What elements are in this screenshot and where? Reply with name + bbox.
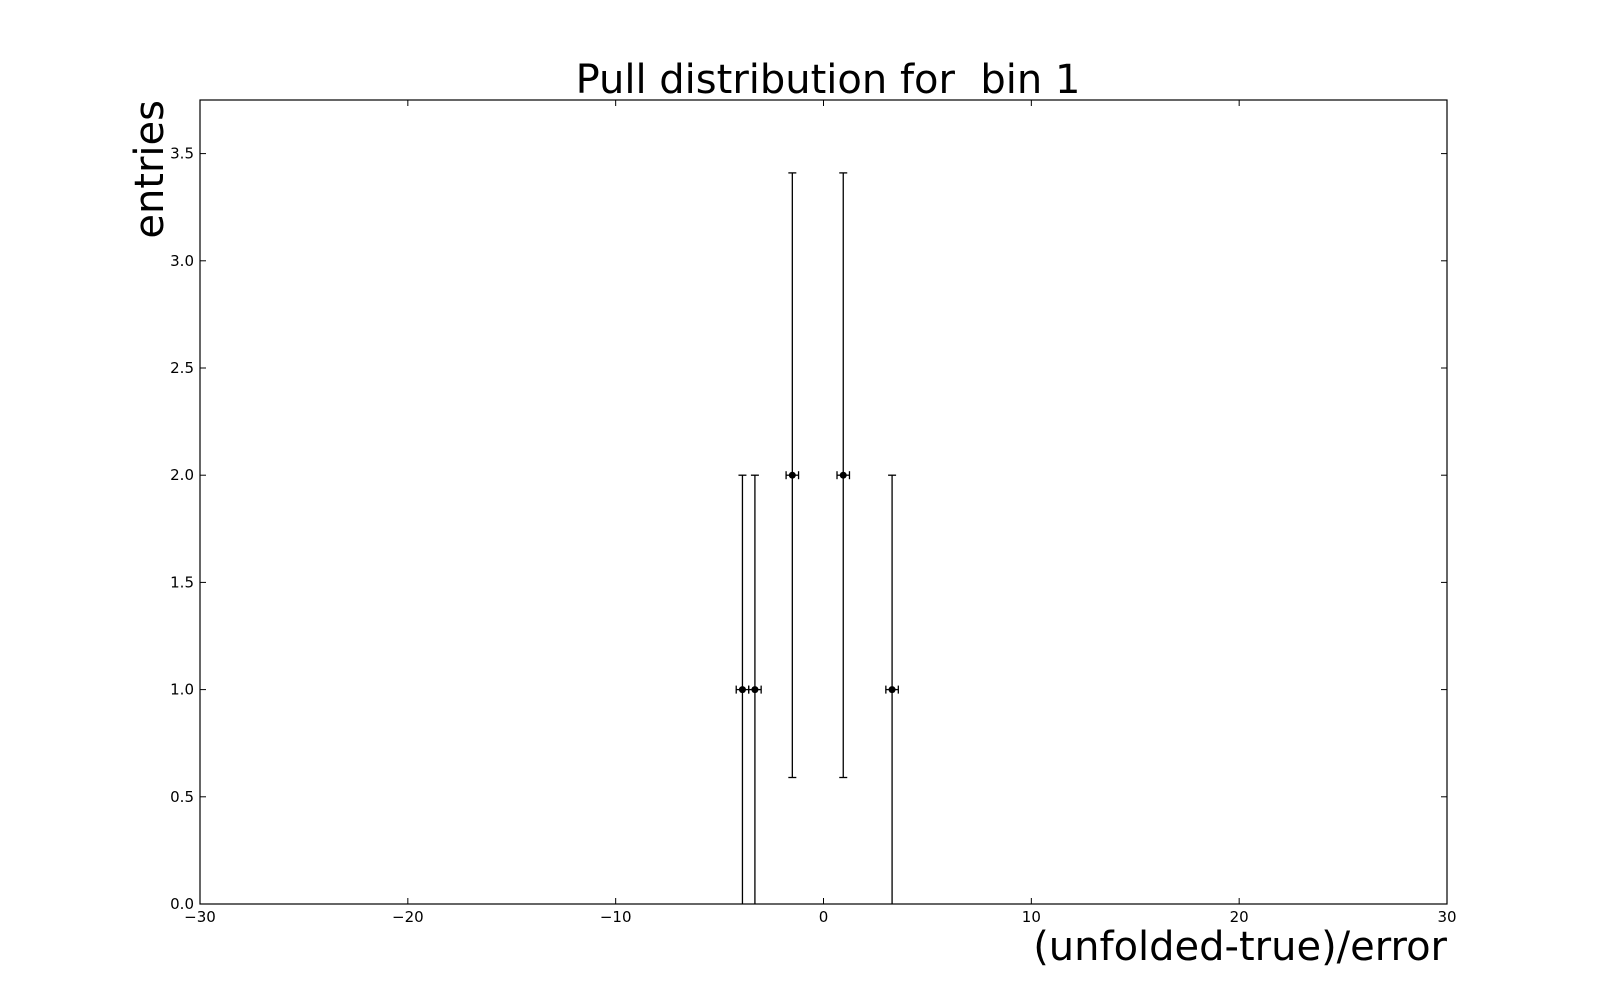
data-point [836,172,851,779]
x-tick-label: 20 [1230,908,1249,926]
point-marker [751,686,759,694]
point-marker [888,686,896,694]
x-tick-label: −30 [184,908,216,926]
y-tick-label: 2.0 [170,466,194,484]
data-point [785,172,800,779]
x-tick-label: 10 [1022,908,1041,926]
x-tick-label: −10 [600,908,632,926]
y-tick-label: 3.0 [170,252,194,270]
y-tick-label: 0.0 [170,895,194,913]
plot-area [735,172,899,904]
data-point [885,474,899,904]
y-tick-label: 2.5 [170,359,194,377]
chart-title: Pull distribution for bin 1 [576,57,1081,103]
x-tick-label: −20 [392,908,424,926]
y-tick-label: 1.0 [170,681,194,699]
point-marker [839,471,847,479]
x-tick-label: 0 [819,908,829,926]
y-tick-label: 1.5 [170,573,194,591]
point-marker [738,686,746,694]
x-axis-ticks: −30 −20 −10 0 10 20 30 [184,100,1457,926]
y-axis-label: entries [127,100,173,239]
y-axis-ticks: 0.0 0.5 1.0 1.5 2.0 2.5 3.0 3.5 [170,145,1447,913]
x-axis-label: (unfolded-true)/error [1033,924,1447,970]
y-tick-label: 3.5 [170,145,194,163]
y-tick-label: 0.5 [170,788,194,806]
data-point [748,474,762,904]
point-marker [788,471,796,479]
x-tick-label: 30 [1437,908,1456,926]
